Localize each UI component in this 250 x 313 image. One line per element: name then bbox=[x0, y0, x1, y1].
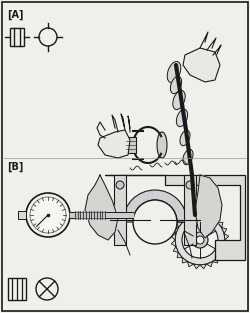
Ellipse shape bbox=[173, 90, 185, 110]
Ellipse shape bbox=[170, 76, 181, 94]
Polygon shape bbox=[224, 233, 229, 240]
Circle shape bbox=[116, 181, 124, 189]
Polygon shape bbox=[177, 253, 182, 258]
Polygon shape bbox=[173, 228, 178, 233]
Polygon shape bbox=[195, 175, 222, 238]
Polygon shape bbox=[98, 130, 130, 158]
Ellipse shape bbox=[183, 149, 193, 165]
Bar bbox=[126, 137, 136, 153]
Polygon shape bbox=[206, 262, 212, 267]
Circle shape bbox=[192, 232, 208, 248]
Polygon shape bbox=[224, 240, 229, 246]
Ellipse shape bbox=[176, 109, 188, 127]
Polygon shape bbox=[194, 264, 200, 269]
Bar bbox=[18, 211, 26, 219]
Text: [A]: [A] bbox=[7, 10, 24, 20]
Polygon shape bbox=[182, 258, 188, 263]
Circle shape bbox=[186, 181, 194, 189]
Circle shape bbox=[175, 215, 225, 265]
Polygon shape bbox=[105, 175, 245, 260]
Ellipse shape bbox=[180, 130, 190, 146]
Circle shape bbox=[182, 222, 218, 258]
Polygon shape bbox=[200, 211, 206, 216]
Circle shape bbox=[30, 197, 66, 233]
Polygon shape bbox=[177, 222, 182, 228]
Bar bbox=[10, 28, 24, 46]
Polygon shape bbox=[218, 253, 223, 258]
Polygon shape bbox=[188, 262, 194, 267]
Polygon shape bbox=[200, 264, 206, 269]
Polygon shape bbox=[222, 246, 227, 253]
Circle shape bbox=[39, 28, 57, 46]
Polygon shape bbox=[173, 246, 178, 253]
Polygon shape bbox=[188, 213, 194, 218]
Polygon shape bbox=[206, 213, 212, 218]
Text: [B]: [B] bbox=[7, 162, 24, 172]
Polygon shape bbox=[171, 233, 176, 240]
Polygon shape bbox=[212, 217, 218, 222]
Polygon shape bbox=[171, 240, 176, 246]
Ellipse shape bbox=[157, 132, 167, 158]
Circle shape bbox=[133, 200, 177, 244]
Polygon shape bbox=[182, 217, 188, 222]
Polygon shape bbox=[85, 175, 118, 240]
Bar bbox=[114, 175, 126, 245]
Polygon shape bbox=[218, 222, 223, 228]
Circle shape bbox=[36, 278, 58, 300]
Bar bbox=[8, 278, 26, 300]
Polygon shape bbox=[183, 48, 220, 82]
Wedge shape bbox=[123, 190, 187, 222]
Polygon shape bbox=[212, 258, 218, 263]
Polygon shape bbox=[222, 228, 227, 233]
Circle shape bbox=[196, 236, 204, 244]
Ellipse shape bbox=[167, 61, 181, 83]
Circle shape bbox=[26, 193, 70, 237]
Bar bbox=[184, 175, 196, 245]
Polygon shape bbox=[194, 211, 200, 216]
